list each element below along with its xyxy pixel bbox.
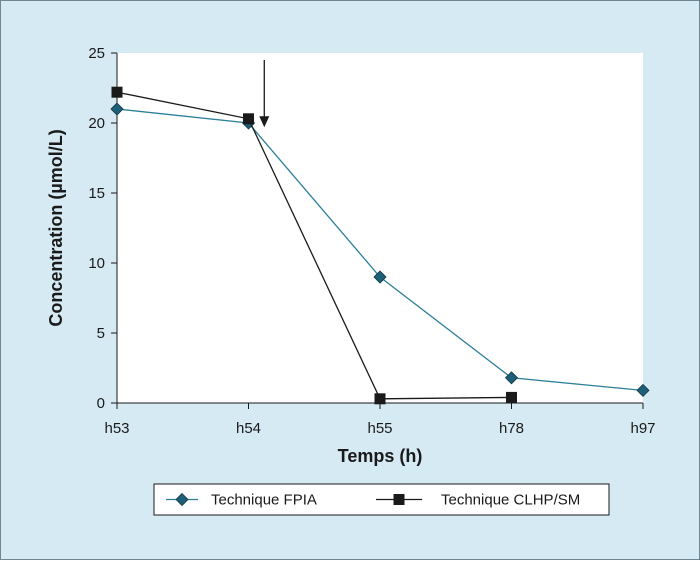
x-tick-label: h55 bbox=[367, 420, 392, 437]
data-point-diamond bbox=[373, 270, 387, 284]
data-point-diamond bbox=[175, 492, 189, 507]
y-tick-label: 20 bbox=[88, 115, 105, 132]
legend-item: Technique FPIA bbox=[166, 492, 317, 509]
y-tick-label: 0 bbox=[97, 395, 105, 412]
x-tick-label: h78 bbox=[499, 420, 524, 437]
legend-label: Technique CLHP/SM bbox=[441, 492, 580, 509]
legend: Technique FPIA Technique CLHP/SM bbox=[153, 483, 610, 516]
data-point-diamond bbox=[110, 102, 124, 116]
y-tick-label: 15 bbox=[88, 185, 105, 202]
annotation-arrow bbox=[259, 60, 270, 128]
x-axis-title: Temps (h) bbox=[338, 446, 423, 466]
plot-area bbox=[117, 53, 643, 403]
series-line bbox=[116, 91, 512, 400]
x-tick-label: h97 bbox=[630, 420, 655, 437]
legend-item: Technique CLHP/SM bbox=[376, 492, 580, 509]
x-tick-label: h53 bbox=[104, 420, 129, 437]
y-axis-title: Concentration (µmol/L) bbox=[46, 129, 66, 326]
data-point-diamond bbox=[504, 371, 519, 385]
data-point-square bbox=[111, 86, 123, 98]
data-point-square bbox=[374, 393, 386, 405]
series-layer bbox=[110, 86, 650, 405]
legend-label: Technique FPIA bbox=[211, 492, 317, 509]
data-point-square bbox=[506, 391, 517, 403]
data-point-square bbox=[393, 494, 405, 505]
series-clhp-sm bbox=[111, 86, 517, 405]
data-point-diamond bbox=[636, 383, 650, 397]
y-axis-ticks: 0 5 10 15 20 25 bbox=[88, 45, 117, 412]
y-tick-label: 25 bbox=[88, 45, 105, 62]
y-tick-label: 10 bbox=[88, 255, 105, 272]
x-tick-label: h54 bbox=[236, 420, 261, 437]
data-point-square bbox=[243, 113, 254, 125]
x-axis-ticks: h53 h54 h55 h78 h97 bbox=[104, 403, 656, 437]
annotation-layer bbox=[259, 60, 270, 128]
y-tick-label: 5 bbox=[97, 325, 105, 342]
arrow-head bbox=[259, 116, 270, 128]
